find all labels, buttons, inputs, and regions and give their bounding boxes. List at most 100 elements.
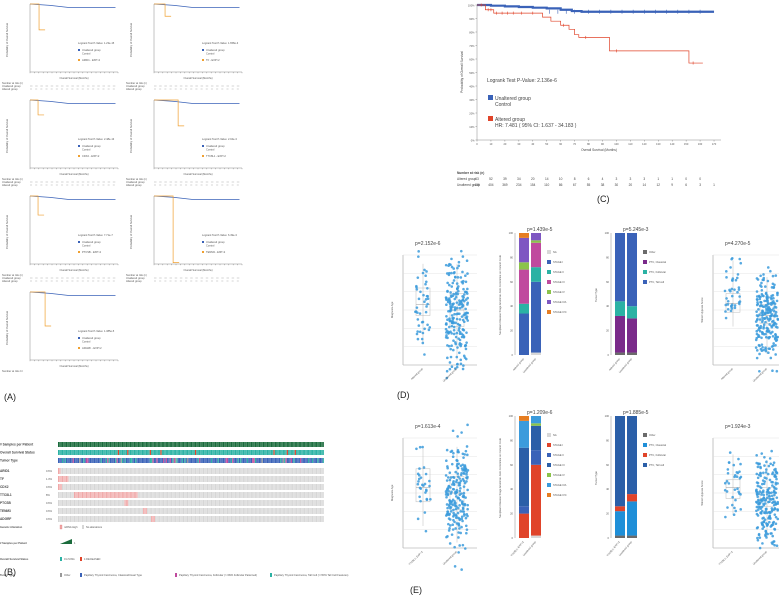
oncoprint-cell: [305, 508, 307, 514]
x-tick-label: Unaltered group: [442, 549, 458, 565]
oncoprint-cell: [290, 508, 292, 514]
oncoprint-cell: [59, 516, 61, 522]
data-point: [457, 260, 461, 264]
oncoprint-cell: [96, 476, 98, 482]
data-point: [421, 331, 425, 335]
track-cell-tumor: [220, 458, 222, 463]
oncoprint-cell: [104, 468, 106, 474]
track-cell-status: [318, 450, 320, 455]
oncoprint-cell: [77, 508, 80, 514]
oncoprint-cell: [148, 508, 150, 514]
data-point: [459, 276, 463, 279]
oncoprint-cell: [290, 492, 292, 498]
oncoprint-cell: [277, 508, 279, 514]
track-cell-tumor: [272, 458, 274, 463]
oncoprint-cell: [290, 500, 292, 506]
data-point: [447, 309, 450, 313]
oncoprint-cell: [95, 476, 97, 482]
oncoprint-cell: [68, 516, 70, 522]
oncoprint-cell: [79, 516, 81, 522]
track-cell-tumor: [176, 458, 178, 463]
data-point: [465, 331, 468, 334]
oncoprint-cell: [147, 492, 149, 498]
oncoprint-cell: [250, 500, 252, 506]
oncoprint-cell: [145, 484, 147, 490]
track-cell-tumor: [206, 458, 209, 463]
oncoprint-cell: [112, 468, 114, 474]
oncoprint-cell: [272, 476, 274, 482]
mini-legend-altered: ADGRF - EXP>2: [82, 346, 102, 350]
data-point: [452, 328, 456, 332]
oncoprint-cell: [61, 516, 64, 522]
data-point: [453, 520, 456, 524]
data-point: [448, 317, 451, 321]
oncoprint-cell: [236, 500, 238, 506]
data-point: [454, 527, 457, 530]
oncoprint-cell: [268, 508, 270, 514]
data-point: [760, 512, 763, 515]
data-point: [726, 506, 729, 509]
oncoprint-cell: [256, 492, 258, 498]
oncoprint-cell: [188, 516, 190, 522]
oncoprint-cell: [289, 508, 291, 514]
oncoprint-altered-cell: [121, 492, 123, 498]
legend-swatch: [59, 524, 63, 530]
data-point: [767, 302, 770, 306]
oncoprint-cell: [194, 484, 197, 490]
track-cell-status: [274, 450, 276, 455]
y-tick-label: 100: [605, 231, 610, 235]
oncoprint-cell: [160, 492, 162, 498]
oncoprint-cell: [213, 484, 215, 490]
oncoprint-cell: [300, 508, 302, 514]
oncoprint-altered-cell: [76, 492, 78, 498]
oncoprint-cell: [133, 476, 135, 482]
oncoprint-cell: [224, 500, 226, 506]
oncoprint-cell: [318, 508, 320, 514]
p-value: p=4.270e-5: [725, 241, 751, 247]
oncoprint-cell: [171, 468, 173, 474]
oncoprint-cell: [314, 484, 316, 490]
oncoprint-cell: [278, 516, 280, 522]
risk-altered-value: 14: [545, 177, 549, 181]
data-point: [761, 278, 765, 282]
data-point: [755, 349, 759, 352]
logrank-text: Logrank Test P-Value: 2.136e-6: [487, 78, 557, 84]
oncoprint-cell: [209, 484, 211, 490]
oncoprint-cell: [246, 484, 248, 490]
mini-legend-control: Control: [206, 52, 215, 56]
data-point: [464, 274, 467, 278]
oncoprint-cell: [65, 468, 68, 474]
mini-altered-curve: [30, 3, 46, 31]
oncoprint-cell: [317, 516, 319, 522]
oncoprint-cell: [238, 476, 240, 482]
oncoprint-altered-cell: [145, 508, 147, 514]
track-cell-tumor: [153, 458, 155, 463]
oncoprint-cell: [226, 492, 228, 498]
oncoprint-cell: [153, 468, 155, 474]
oncoprint-cell: [288, 484, 290, 490]
oncoprint-altered-cell: [109, 492, 111, 498]
oncoprint-cell: [237, 468, 239, 474]
data-point: [448, 309, 452, 313]
track-cell-samples: [276, 442, 278, 447]
oncoprint-cell: [316, 484, 318, 490]
track-cell-status: [101, 450, 104, 455]
oncoprint-cell: [165, 500, 167, 506]
oncoprint-cell: [91, 484, 93, 490]
track-cell-tumor: [306, 458, 308, 463]
x-tick-label: Altered group: [512, 357, 525, 372]
oncoprint-cell: [81, 484, 84, 490]
oncoprint-cell: [157, 476, 159, 482]
track-cell-tumor: [197, 458, 199, 463]
oncoprint-cell: [316, 468, 318, 474]
oncoprint-cell: [226, 476, 228, 482]
oncoprint-cell: [206, 476, 209, 482]
data-point: [723, 481, 727, 485]
oncoprint-cell: [151, 476, 153, 482]
track-cell-status: [128, 450, 130, 455]
oncoprint-altered-cell: [124, 492, 126, 498]
oncoprint-cell: [159, 492, 161, 498]
oncoprint-cell: [85, 508, 87, 514]
oncoprint-cell: [208, 492, 210, 498]
